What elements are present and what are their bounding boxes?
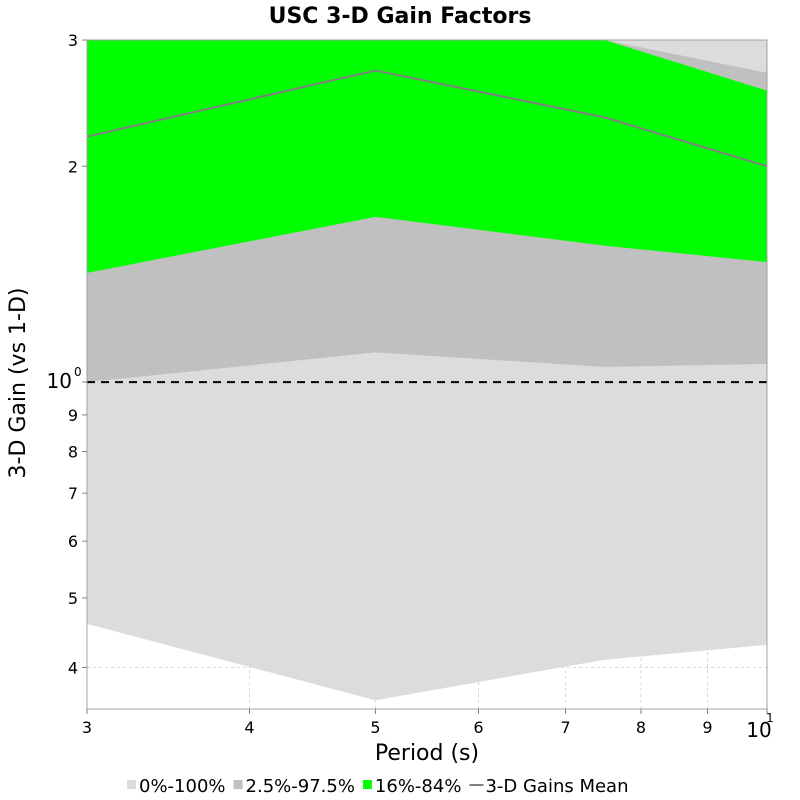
x-tick-label: 10 — [746, 718, 771, 742]
legend-label-2: 16%-84% — [375, 776, 462, 797]
legend-swatch-1 — [233, 780, 243, 789]
x-tick-label: 8 — [636, 718, 646, 737]
y-tick-label: 7 — [68, 484, 78, 503]
plot-border — [86, 39, 768, 710]
y-axis-label: 3-D Gain (vs 1-D) — [6, 288, 31, 479]
y-tick-label: 2 — [68, 157, 78, 176]
x-tick-label: 3 — [82, 718, 92, 737]
x-tick-label: 5 — [370, 718, 380, 737]
x-axis-ticks: 3 4 5 6 7 8 9 101 — [82, 709, 774, 742]
plot-area — [86, 39, 768, 710]
y-tick-label: 6 — [68, 532, 78, 551]
y-tick-label: 4 — [68, 658, 78, 677]
legend-swatch-0 — [127, 780, 136, 789]
legend-label-mean: 3-D Gains Mean — [485, 776, 628, 797]
y-tick-label: 9 — [68, 406, 78, 425]
y-axis-ticks: 4 5 6 7 8 9 10 2 3 0 — [47, 31, 87, 677]
y-tick-label: 10 — [47, 369, 72, 393]
legend: 0%-100% 2.5%-97.5% 16%-84% 3-D Gains Mean — [127, 776, 629, 797]
x-tick-label: 7 — [560, 718, 570, 737]
x-tick-exponent: 1 — [766, 711, 774, 725]
series-line-mean — [86, 69, 768, 168]
legend-label-1: 2.5%-97.5% — [246, 776, 355, 797]
legend-label-0: 0%-100% — [139, 776, 226, 797]
x-axis-label: Period (s) — [375, 741, 479, 766]
y-tick-label: 3 — [68, 31, 78, 50]
y-tick-label: 8 — [68, 443, 78, 462]
chart-title: USC 3-D Gain Factors — [269, 4, 532, 29]
x-tick-label: 6 — [473, 718, 483, 737]
y-tick-exponent: 0 — [74, 365, 82, 379]
x-tick-label: 4 — [244, 718, 254, 737]
legend-swatch-2 — [362, 780, 372, 789]
y-tick-label: 5 — [68, 589, 78, 608]
x-tick-label: 9 — [702, 718, 712, 737]
